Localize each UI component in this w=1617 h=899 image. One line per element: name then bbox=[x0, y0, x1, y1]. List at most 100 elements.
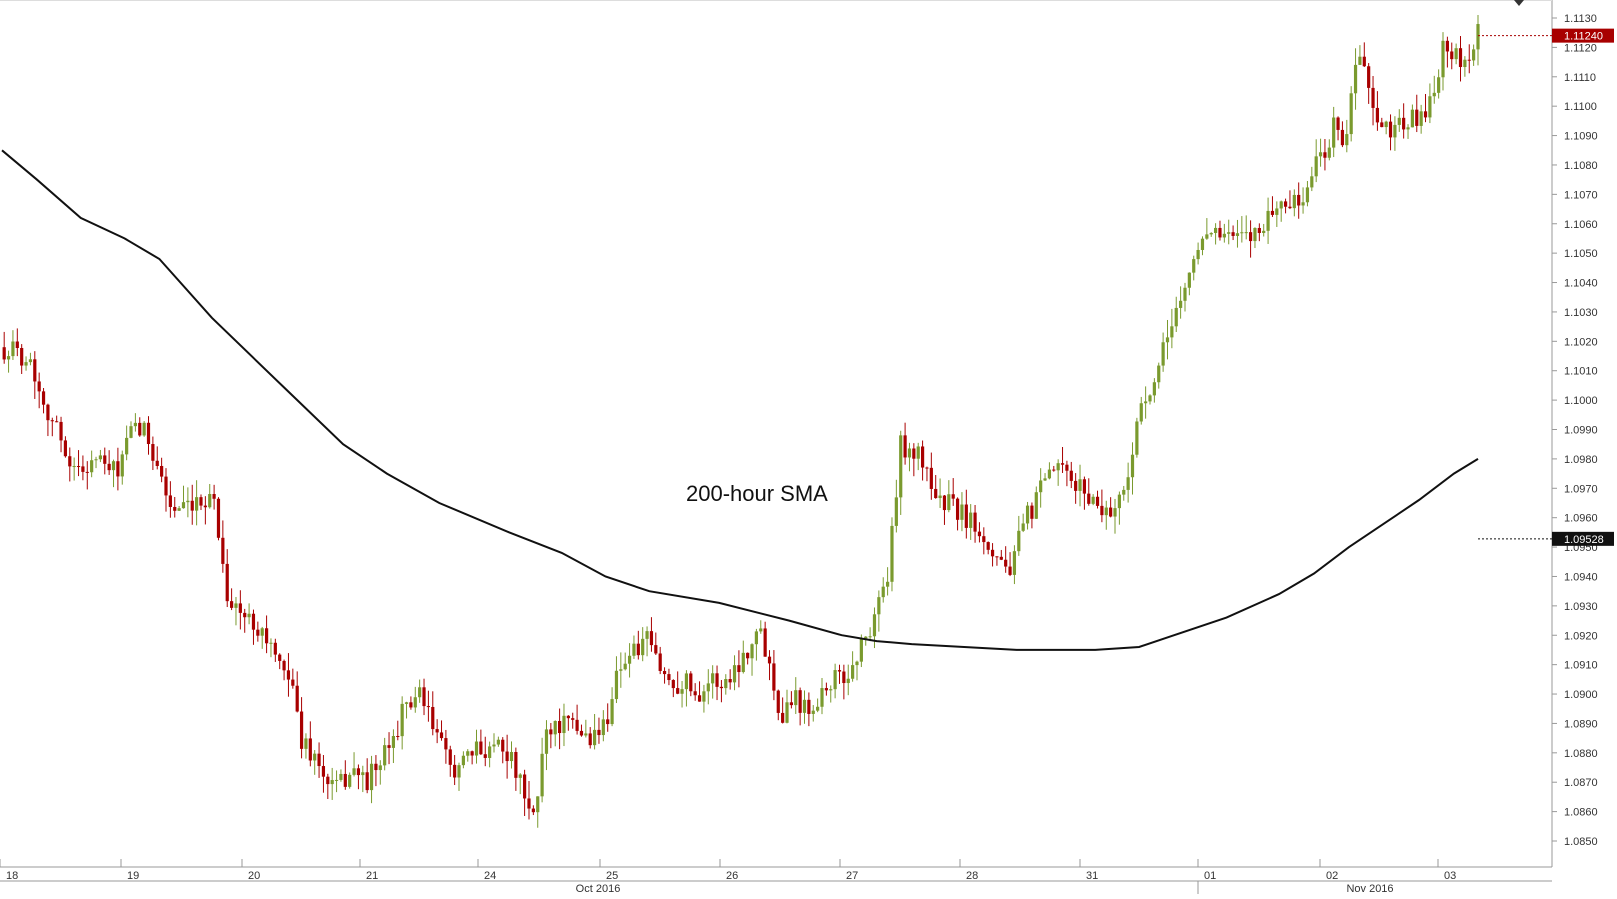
candle-body bbox=[46, 404, 50, 421]
candle-body bbox=[1183, 287, 1187, 301]
candle-body bbox=[383, 745, 387, 766]
candle-body bbox=[1196, 249, 1200, 260]
candle bbox=[1463, 56, 1467, 77]
candle bbox=[378, 760, 382, 785]
candle bbox=[356, 764, 361, 790]
candle bbox=[81, 455, 85, 481]
candle bbox=[584, 719, 588, 738]
candle-body bbox=[1017, 530, 1021, 552]
sma-annotation: 200-hour SMA bbox=[686, 481, 828, 506]
candle bbox=[1047, 462, 1052, 480]
candle bbox=[396, 720, 400, 741]
candle bbox=[746, 652, 750, 665]
candle bbox=[592, 713, 597, 750]
candle bbox=[597, 717, 601, 744]
candle bbox=[142, 421, 146, 437]
candle bbox=[505, 734, 509, 779]
candle-body bbox=[558, 720, 562, 734]
candle-body bbox=[404, 702, 409, 704]
candle bbox=[103, 447, 107, 475]
candle-body bbox=[439, 732, 444, 739]
candle bbox=[754, 628, 758, 661]
candle bbox=[1240, 216, 1244, 243]
candle bbox=[72, 457, 76, 481]
candle bbox=[1034, 486, 1038, 520]
candle-body bbox=[470, 751, 474, 756]
candle bbox=[444, 729, 448, 764]
candle-body bbox=[1004, 559, 1008, 567]
candle-body bbox=[326, 776, 330, 785]
candle-body bbox=[330, 780, 334, 785]
candle bbox=[1262, 223, 1266, 237]
candle bbox=[24, 356, 28, 371]
candle bbox=[1384, 120, 1388, 135]
candle-body bbox=[1008, 566, 1012, 575]
candle-body bbox=[50, 420, 54, 422]
candle bbox=[313, 750, 317, 775]
candle bbox=[536, 796, 540, 828]
candle-body bbox=[334, 779, 339, 781]
candle bbox=[247, 603, 251, 625]
candle-body bbox=[575, 719, 579, 731]
candle bbox=[658, 646, 662, 675]
candle-body bbox=[1301, 202, 1305, 206]
candle bbox=[1450, 42, 1454, 70]
x-tick-label: 25 bbox=[606, 870, 618, 882]
candle-body bbox=[418, 687, 422, 698]
candle-body bbox=[807, 699, 811, 714]
candle-body bbox=[549, 729, 553, 735]
candle-body bbox=[619, 669, 623, 671]
candle bbox=[321, 755, 326, 793]
candle bbox=[1332, 106, 1336, 158]
candle bbox=[1397, 109, 1401, 132]
y-tick-label: 1.0910 bbox=[1564, 660, 1598, 672]
y-tick-label: 1.1110 bbox=[1564, 72, 1596, 84]
candle-body bbox=[378, 765, 382, 771]
candle-body bbox=[1305, 187, 1310, 203]
candle bbox=[68, 447, 72, 482]
candle bbox=[829, 685, 833, 703]
candle bbox=[1231, 225, 1235, 241]
collapse-arrow-icon[interactable] bbox=[1514, 0, 1524, 6]
candle bbox=[365, 758, 369, 794]
candle bbox=[558, 708, 562, 750]
candle-body bbox=[203, 505, 207, 508]
candle-body bbox=[702, 691, 706, 702]
candle-body bbox=[1332, 117, 1336, 148]
candle bbox=[422, 678, 426, 716]
candle bbox=[488, 741, 492, 768]
candle-body bbox=[697, 695, 702, 702]
candle bbox=[1152, 378, 1156, 403]
candle-body bbox=[431, 706, 435, 730]
candle bbox=[1187, 272, 1191, 296]
y-tick-label: 1.1070 bbox=[1564, 189, 1598, 201]
candle bbox=[986, 541, 990, 555]
candle bbox=[278, 653, 282, 670]
candle-body bbox=[1087, 493, 1091, 504]
candle bbox=[1039, 468, 1043, 508]
candle-body bbox=[982, 536, 986, 543]
candle bbox=[50, 417, 54, 437]
candle-body bbox=[601, 719, 605, 736]
candle bbox=[1266, 197, 1270, 244]
candle-body bbox=[1393, 124, 1397, 138]
candle bbox=[1388, 114, 1393, 151]
candle bbox=[645, 626, 649, 657]
y-tick-label: 1.0900 bbox=[1564, 689, 1598, 701]
candle bbox=[890, 517, 894, 592]
candle-body bbox=[1445, 40, 1449, 52]
candle bbox=[982, 527, 986, 555]
candle-body bbox=[247, 613, 251, 618]
candle-body bbox=[1082, 479, 1086, 494]
candle-body bbox=[1047, 469, 1052, 479]
candle bbox=[715, 665, 719, 701]
month-label: Nov 2016 bbox=[1346, 883, 1393, 894]
candle-body bbox=[1388, 121, 1393, 138]
candle bbox=[680, 681, 684, 708]
y-tick-label: 1.1130 bbox=[1564, 13, 1597, 25]
candle bbox=[1144, 386, 1148, 419]
candle-body bbox=[177, 508, 181, 511]
candle-body bbox=[243, 612, 247, 618]
candle-body bbox=[1012, 551, 1017, 575]
